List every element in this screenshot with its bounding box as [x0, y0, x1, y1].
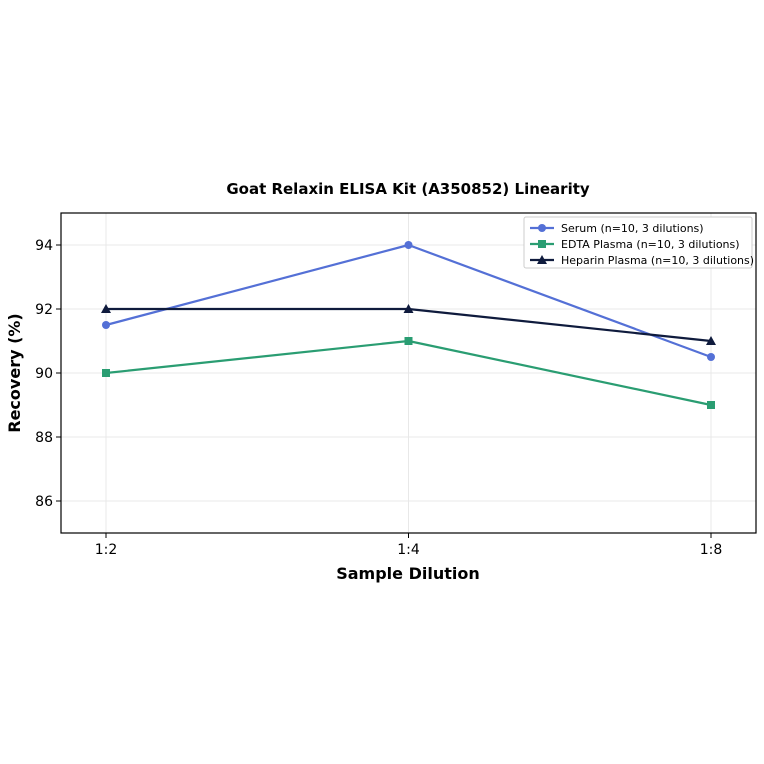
- legend-marker: [537, 255, 547, 264]
- data-point: [102, 369, 110, 377]
- x-axis-label: Sample Dilution: [336, 564, 480, 583]
- y-axis-label: Recovery (%): [5, 313, 24, 432]
- data-point: [404, 337, 413, 345]
- legend-entry: Serum (n=10, 3 dilutions): [530, 222, 704, 235]
- tick-layer: 1:2 1:4 1:8 86 88 90 92 94: [35, 238, 722, 558]
- y-tick-label: 88: [35, 430, 53, 446]
- legend-entry: Heparin Plasma (n=10, 3 dilutions): [530, 254, 754, 267]
- data-point: [706, 336, 716, 345]
- data-point: [102, 321, 110, 329]
- legend-label: EDTA Plasma (n=10, 3 dilutions): [561, 238, 740, 251]
- legend: Serum (n=10, 3 dilutions) EDTA Plasma (n=…: [523, 216, 754, 269]
- data-point: [707, 401, 715, 409]
- data-point: [707, 353, 715, 361]
- series-2: [102, 337, 715, 409]
- legend-marker: [538, 240, 546, 248]
- x-tick-label: 1:8: [700, 542, 723, 558]
- y-tick-label: 94: [35, 238, 53, 254]
- data-point: [403, 304, 414, 313]
- chart-title: Goat Relaxin ELISA Kit (A350852) Lineari…: [226, 180, 590, 198]
- y-tick-label: 92: [35, 302, 53, 318]
- series-1: [102, 241, 715, 361]
- legend-label: Serum (n=10, 3 dilutions): [561, 222, 704, 235]
- data-point: [101, 304, 111, 313]
- legend-entry: EDTA Plasma (n=10, 3 dilutions): [530, 238, 740, 251]
- y-tick-label: 90: [35, 366, 53, 382]
- series-3: [101, 304, 716, 345]
- legend-box: [523, 216, 753, 269]
- x-tick-label: 1:4: [397, 542, 420, 558]
- y-tick-label: 86: [35, 494, 53, 510]
- series-layer: [101, 241, 716, 409]
- x-tick-label: 1:2: [95, 542, 118, 558]
- legend-label: Heparin Plasma (n=10, 3 dilutions): [561, 254, 754, 267]
- data-point: [404, 241, 413, 249]
- legend-marker: [538, 224, 546, 232]
